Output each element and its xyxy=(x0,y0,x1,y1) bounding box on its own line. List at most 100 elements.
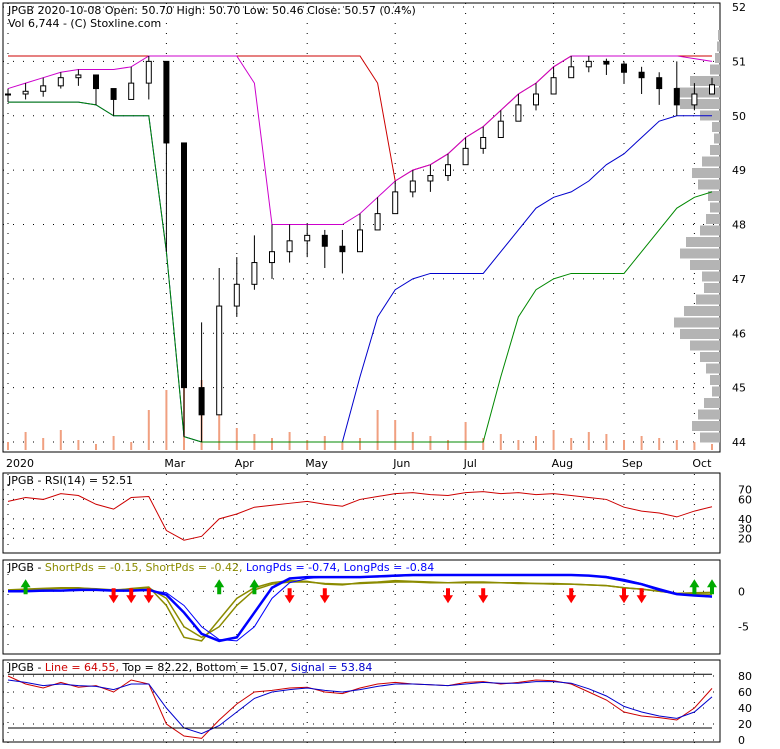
volume-profile-bar xyxy=(710,375,720,385)
price-y-axis: 52 51 50 49 48 47 46 45 44 xyxy=(732,1,746,449)
candle-body xyxy=(621,63,627,73)
x-tick-label: May xyxy=(305,457,328,470)
rsi-panel-frame xyxy=(2,472,721,554)
candle-body xyxy=(286,240,293,253)
pds-title-short2: ShortPds = -0.42, xyxy=(145,561,246,574)
candle-body xyxy=(93,74,99,90)
volume-profile xyxy=(674,30,720,443)
candle-body xyxy=(515,104,522,122)
price-y-tick: 48 xyxy=(732,219,746,232)
candle-body xyxy=(57,77,64,87)
x-tick-label: Sep xyxy=(622,457,643,470)
buy-arrow xyxy=(689,579,700,595)
x-tick-label: Oct xyxy=(692,457,712,470)
price-y-tick: 50 xyxy=(732,110,746,123)
pds-signal-arrows xyxy=(20,579,717,604)
candle-body xyxy=(5,93,11,96)
candle-body xyxy=(638,71,645,79)
x-tick-label: Jul xyxy=(463,457,477,470)
pds-y-axis: 0 -5 xyxy=(738,585,749,633)
blue-band-line xyxy=(8,101,712,443)
volume-bar xyxy=(675,440,678,450)
line-title-signal: Signal = 53.84 xyxy=(291,661,373,674)
price-y-tick: 49 xyxy=(732,164,746,177)
candle-body xyxy=(145,60,152,84)
candle-body xyxy=(128,82,135,100)
candle-body xyxy=(533,93,539,106)
pds-panel-frame xyxy=(2,559,721,655)
pds-lines xyxy=(7,573,713,643)
volume-profile-bar xyxy=(706,214,720,224)
series-line xyxy=(7,675,713,739)
volume-profile-bar xyxy=(714,133,720,144)
volume-profile-bar xyxy=(692,421,720,431)
volume-bar xyxy=(587,432,590,450)
candle-body xyxy=(673,88,680,106)
buy-arrow xyxy=(20,579,31,595)
pds-title-long1: LongPds = -0.74, xyxy=(246,561,344,574)
x-tick-label: Apr xyxy=(235,457,255,470)
volume-profile-bar xyxy=(717,41,720,52)
sub-y-tick: 40 xyxy=(738,513,752,526)
sub-y-tick: -5 xyxy=(738,621,749,634)
volume-bar xyxy=(640,436,643,450)
sell-arrow xyxy=(126,588,137,604)
price-y-tick: 51 xyxy=(732,55,746,68)
candle-body xyxy=(216,305,223,416)
date-x-axis: 2020 Mar Apr May Jun Jul Aug Sep Oct xyxy=(6,457,712,470)
price-y-tick: 45 xyxy=(732,382,746,395)
volume-bar xyxy=(7,442,9,450)
green-band-line xyxy=(8,101,713,443)
volume-profile-bar xyxy=(692,168,720,178)
price-y-tick: 52 xyxy=(732,1,746,14)
x-tick-label: Mar xyxy=(164,457,185,470)
volume-bar xyxy=(218,410,221,450)
candle-body xyxy=(409,180,416,193)
candle-body xyxy=(339,245,346,253)
volume-profile-bar xyxy=(706,363,720,374)
candle-body xyxy=(40,85,47,92)
volume-bar xyxy=(605,434,608,450)
volume-profile-bar xyxy=(702,156,720,167)
volume-bar xyxy=(147,410,150,450)
x-tick-label: Jun xyxy=(392,457,410,470)
sell-arrow xyxy=(319,588,330,604)
candle-body xyxy=(75,74,82,79)
candle-body xyxy=(198,387,205,416)
candle-body xyxy=(691,93,698,106)
volume-bar xyxy=(112,436,115,450)
x-tick-label: Aug xyxy=(552,457,573,470)
volume-bar xyxy=(693,442,696,450)
candle-body xyxy=(656,77,663,90)
volume-profile-bar xyxy=(684,306,720,316)
candle-body xyxy=(603,60,610,65)
line-panel-frame xyxy=(2,659,721,743)
volume-profile-bar xyxy=(700,352,720,362)
volume-profile-bar xyxy=(690,340,720,351)
sub-y-tick: 0 xyxy=(738,585,745,598)
volume-profile-bar xyxy=(680,99,720,109)
price-grid xyxy=(3,3,720,452)
volume-bar xyxy=(429,436,432,450)
line-title-top: Top = 82.22, xyxy=(122,661,196,674)
sub-y-tick: 60 xyxy=(738,686,752,699)
series-line xyxy=(7,679,713,735)
volume-bar xyxy=(552,430,555,450)
candle-body xyxy=(585,60,592,68)
volume-bar xyxy=(658,438,661,450)
buy-arrow xyxy=(707,579,717,595)
volume-bar xyxy=(482,438,485,450)
volume-profile-bar xyxy=(680,329,720,339)
volume-bar xyxy=(570,438,573,450)
price-header-line1: JPGB 2020-10-08 Open: 50.70 High: 50.70 … xyxy=(7,4,416,17)
volume-bar xyxy=(464,422,467,450)
candle-body xyxy=(480,137,487,149)
volume-profile-bar xyxy=(698,409,720,420)
volume-bar xyxy=(499,434,502,450)
candle-body xyxy=(374,213,381,231)
volume-bar xyxy=(130,442,133,450)
volume-profile-bar xyxy=(680,248,720,259)
volume-profile-bar xyxy=(700,432,720,443)
volume-profile-bar xyxy=(704,398,720,408)
